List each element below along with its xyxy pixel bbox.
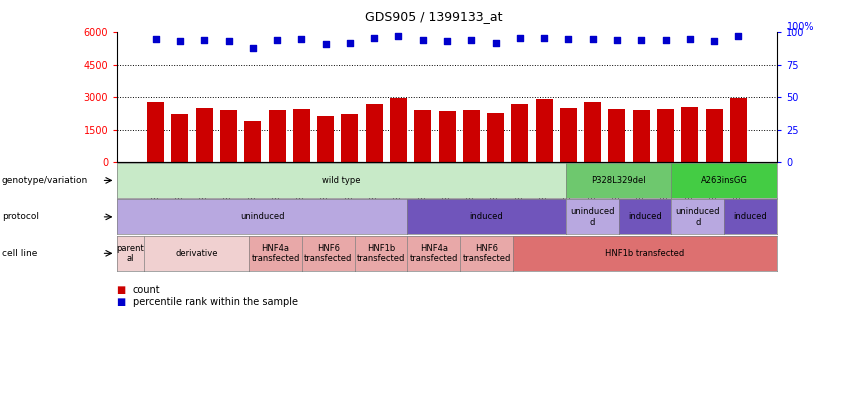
Bar bbox=[560, 108, 577, 162]
Point bbox=[221, 38, 235, 45]
Bar bbox=[487, 113, 504, 162]
Bar bbox=[706, 109, 722, 162]
Text: HNF4a
transfected: HNF4a transfected bbox=[410, 244, 458, 263]
Bar bbox=[195, 108, 213, 162]
Point bbox=[537, 34, 551, 41]
Text: uninduced
d: uninduced d bbox=[570, 207, 615, 226]
Text: HNF1b
transfected: HNF1b transfected bbox=[357, 244, 405, 263]
Point bbox=[197, 37, 211, 43]
Bar bbox=[244, 121, 261, 162]
Bar bbox=[730, 98, 746, 162]
Text: induced: induced bbox=[470, 212, 503, 222]
Text: parent
al: parent al bbox=[116, 244, 144, 263]
Bar bbox=[268, 110, 286, 162]
Bar bbox=[414, 110, 431, 162]
Text: HNF4a
transfected: HNF4a transfected bbox=[252, 244, 299, 263]
Point bbox=[635, 37, 648, 43]
Text: derivative: derivative bbox=[175, 249, 218, 258]
Bar bbox=[172, 115, 188, 162]
Text: GDS905 / 1399133_at: GDS905 / 1399133_at bbox=[365, 10, 503, 23]
Bar bbox=[511, 104, 529, 162]
Point bbox=[610, 37, 624, 43]
Bar bbox=[657, 109, 674, 162]
Text: induced: induced bbox=[628, 212, 661, 222]
Point bbox=[173, 38, 187, 45]
Point bbox=[367, 34, 381, 41]
Text: 100%: 100% bbox=[786, 22, 814, 32]
Bar bbox=[463, 110, 480, 162]
Text: cell line: cell line bbox=[2, 249, 37, 258]
Text: ■: ■ bbox=[117, 285, 129, 295]
Point bbox=[270, 37, 284, 43]
Text: HNF1b transfected: HNF1b transfected bbox=[605, 249, 685, 258]
Bar bbox=[365, 104, 383, 162]
Point bbox=[707, 38, 721, 45]
Point bbox=[343, 40, 357, 46]
Text: genotype/variation: genotype/variation bbox=[2, 176, 88, 185]
Point bbox=[489, 40, 503, 46]
Bar bbox=[536, 99, 553, 162]
Point bbox=[416, 37, 430, 43]
Text: uninduced: uninduced bbox=[240, 212, 285, 222]
Text: wild type: wild type bbox=[322, 176, 361, 185]
Bar bbox=[317, 115, 334, 162]
Text: HNF6
transfected: HNF6 transfected bbox=[463, 244, 510, 263]
Bar bbox=[681, 107, 699, 162]
Bar bbox=[438, 111, 456, 162]
Text: A263insGG: A263insGG bbox=[700, 176, 747, 185]
Text: ■: ■ bbox=[117, 297, 129, 307]
Bar bbox=[341, 115, 358, 162]
Bar bbox=[220, 110, 237, 162]
Point bbox=[732, 33, 746, 40]
Point bbox=[148, 36, 162, 42]
Point bbox=[562, 36, 575, 42]
Point bbox=[464, 37, 478, 43]
Bar bbox=[608, 109, 626, 162]
Point bbox=[659, 37, 673, 43]
Point bbox=[391, 33, 405, 40]
Text: uninduced
d: uninduced d bbox=[675, 207, 720, 226]
Text: HNF6
transfected: HNF6 transfected bbox=[304, 244, 352, 263]
Point bbox=[294, 36, 308, 42]
Bar bbox=[293, 109, 310, 162]
Text: percentile rank within the sample: percentile rank within the sample bbox=[133, 297, 298, 307]
Text: count: count bbox=[133, 285, 161, 295]
Bar bbox=[148, 102, 164, 162]
Bar bbox=[584, 102, 602, 162]
Point bbox=[586, 36, 600, 42]
Point bbox=[683, 36, 697, 42]
Bar bbox=[390, 98, 407, 162]
Point bbox=[513, 34, 527, 41]
Text: induced: induced bbox=[733, 212, 767, 222]
Text: P328L329del: P328L329del bbox=[591, 176, 646, 185]
Bar bbox=[633, 110, 650, 162]
Point bbox=[246, 45, 260, 51]
Text: protocol: protocol bbox=[2, 212, 39, 222]
Point bbox=[319, 41, 332, 47]
Point bbox=[440, 38, 454, 45]
